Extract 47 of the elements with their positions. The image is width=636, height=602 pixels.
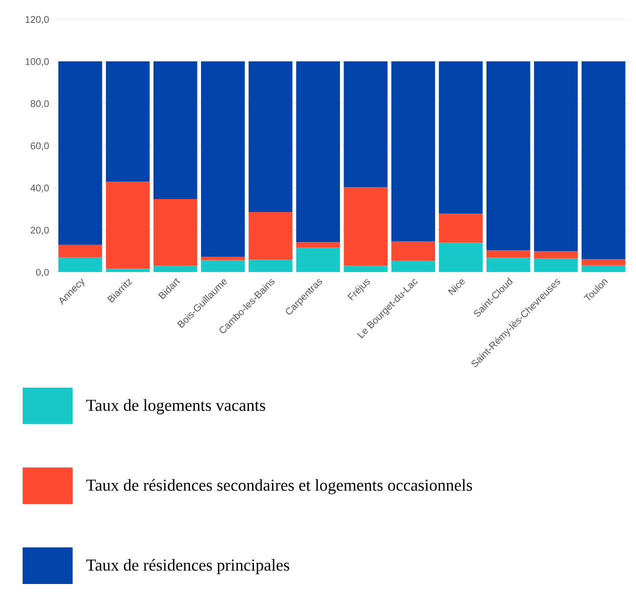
bar: [582, 265, 626, 272]
bar: [391, 241, 436, 261]
x-tick-label: Nice: [448, 277, 466, 296]
bar: [582, 259, 626, 266]
y-tick-label: 20,0: [30, 226, 49, 235]
bar: [486, 61, 530, 250]
bar: [438, 242, 483, 272]
bar: [153, 61, 198, 199]
bar: [391, 260, 436, 272]
bar: [153, 266, 198, 272]
bar: [153, 198, 198, 266]
bar: [296, 61, 340, 242]
bar: [248, 212, 292, 260]
bar: [486, 258, 530, 272]
bar: [534, 61, 578, 252]
bar: [296, 242, 340, 248]
bar: [201, 256, 245, 260]
bar: [58, 257, 102, 272]
y-tick-label: 100,0: [26, 58, 49, 66]
bar: [58, 61, 102, 245]
bar: [106, 182, 150, 269]
bar: [248, 260, 292, 272]
bar: [438, 214, 483, 243]
bar: [438, 61, 483, 214]
bar: [201, 260, 245, 272]
bar: [582, 61, 626, 260]
y-tick-label: 120,0: [26, 16, 49, 24]
bar: [296, 248, 340, 272]
bar: [534, 251, 578, 258]
legend-label: Taux de résidences principales: [86, 558, 290, 574]
y-tick-label: 60,0: [30, 142, 49, 150]
bar: [534, 258, 578, 272]
bar: [106, 61, 150, 182]
bar: [201, 61, 245, 257]
bar: [106, 268, 150, 272]
bar: [344, 187, 388, 266]
legend-label: Taux de logements vacants: [86, 399, 266, 414]
bar: [486, 250, 530, 258]
y-tick-label: 40,0: [30, 184, 49, 193]
bar: [344, 61, 388, 188]
legend-label: Taux de résidences secondaires et logements occasionnels: [86, 479, 472, 494]
bar: [58, 244, 102, 258]
y-tick-label: 0,0: [36, 268, 49, 277]
bar: [248, 61, 292, 212]
bar: [344, 266, 388, 272]
y-tick-label: 80,0: [30, 100, 49, 108]
bar: [391, 61, 436, 242]
